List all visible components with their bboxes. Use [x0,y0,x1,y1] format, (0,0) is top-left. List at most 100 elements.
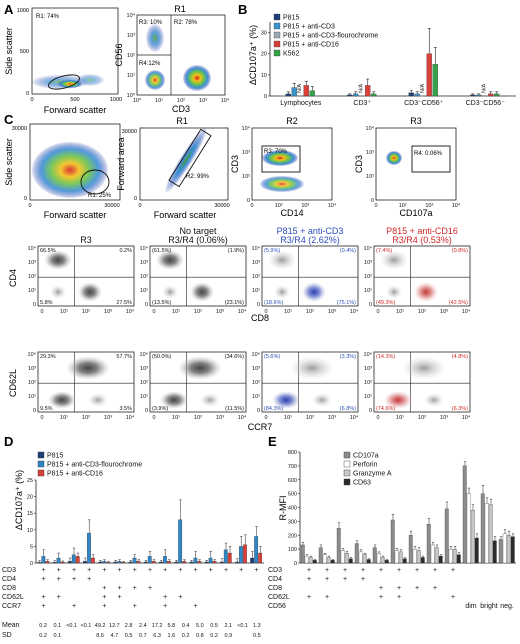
gate-label: R3: 10% [139,20,163,26]
na-label: N/A [358,84,364,94]
y-tick: 10² [242,174,250,180]
y-tick: 10² [252,380,260,386]
bar [480,493,485,564]
y-tick: 10⁴ [252,351,261,358]
marker-sign: + [163,567,167,574]
y-tick: 10³ [364,366,372,372]
y-tick-label: 20 [261,52,267,58]
x-tick: 10¹ [60,415,68,421]
bar [128,561,133,564]
y-tick: 10⁴ [28,351,37,358]
marker-sign: + [239,567,243,574]
panel-c-scatter-cd107a-cd3: R3 R4: 0.06% CD107a CD3 0 10² 10³ 10⁴ 0 10² 10… [354,116,461,218]
y-tick: 10² [140,274,148,280]
bar [117,561,122,564]
bar [426,53,432,97]
marker-sign: + [72,576,76,583]
panel-a-letter: A [4,2,14,17]
y-tick-label: 100 [288,547,297,553]
density-cloud [386,151,402,165]
gate-r2 [168,128,212,188]
bar [197,561,202,564]
bar [91,557,95,564]
bar [371,93,377,97]
bar [37,562,42,564]
y-tick: 0 [257,302,260,308]
y-tick: 0 [26,91,29,97]
marker-sign: + [194,603,198,610]
mean-value: 0.2 [39,623,47,629]
density-cloud [146,24,164,52]
y-tick: 500 [20,49,29,55]
y-tick: 30000 [12,126,27,132]
bar [167,561,171,564]
marker-sign: + [307,567,311,574]
x-tick: 10³ [216,415,224,421]
x-tick: 10³ [216,309,224,315]
row-label: CD56 [268,603,286,610]
contour-grid: 66.5% 0.2% 5.8% 27.5% 0 10¹ 10² 10³ 10⁴ 0 10¹ 10² 10… [28,226,471,421]
contour-density [268,250,296,270]
y-tick: 10³ [127,33,135,39]
bar [420,557,425,564]
x-tick: 0 [30,97,33,103]
density-cloud [145,70,165,90]
x-tick: 30000 [214,203,229,209]
x-tick: 0 [152,415,155,421]
density-core [58,80,82,88]
bar [353,93,359,97]
marker-sign: + [42,594,46,601]
marker-sign: + [361,576,365,583]
marker-sign: + [118,594,122,601]
marker-sign: + [163,594,167,601]
legend-swatch [37,460,45,468]
y-tick: 0 [257,408,260,414]
y-tick: 10² [364,380,372,386]
sd-value: 8.6 [96,633,104,639]
y-tick-label: 25 [27,478,33,484]
gate-label: R4:12% [139,61,161,67]
x-tick: 10² [306,415,314,421]
bar [174,561,179,564]
legend-entry: Granzyme A [353,471,392,478]
marker-sign: + [178,567,182,574]
quadrant-label: 9.5% [40,406,53,412]
x-tick: 0 [374,203,377,209]
contour-density [380,250,408,270]
panel-b-letter: B [238,2,247,17]
bar [358,551,363,564]
x-tick: 10¹ [284,415,292,421]
bar [330,560,335,564]
marker-sign: + [307,576,311,583]
gate-label: R4: 0.06% [414,151,443,157]
marker-sign: + [42,567,46,574]
contour-density [200,393,220,407]
marker-sign: + [451,567,455,574]
marker-sign: + [194,567,198,574]
bar [102,561,107,564]
x-tick: 10¹ [172,309,180,315]
y-tick: 0 [33,302,36,308]
y-tick: 0 [369,408,372,414]
y-tick: 10⁴ [140,351,149,358]
bar [372,547,377,564]
x-tick: 10³ [440,415,448,421]
quadrant-label: (4.8%) [452,354,468,360]
mean-value: 0.1 [54,623,62,629]
bar [219,561,224,564]
y-tick: 10³ [140,366,148,372]
bar [398,551,403,564]
marker-sign: + [415,585,419,592]
bar [456,554,461,564]
bar [426,524,431,564]
y-tick-label: 300 [288,519,297,525]
contour-density [190,282,214,302]
y-tick: 0 [33,408,36,414]
x-axis-label: CD14 [280,208,303,218]
marker-sign: + [148,567,152,574]
bar [347,94,353,97]
y-tick: 10⁰ [127,92,136,99]
y-tick: 0 [145,302,148,308]
y-axis-label: ΔCD107a⁺ (%) [14,470,24,530]
x-tick: 0 [264,415,267,421]
